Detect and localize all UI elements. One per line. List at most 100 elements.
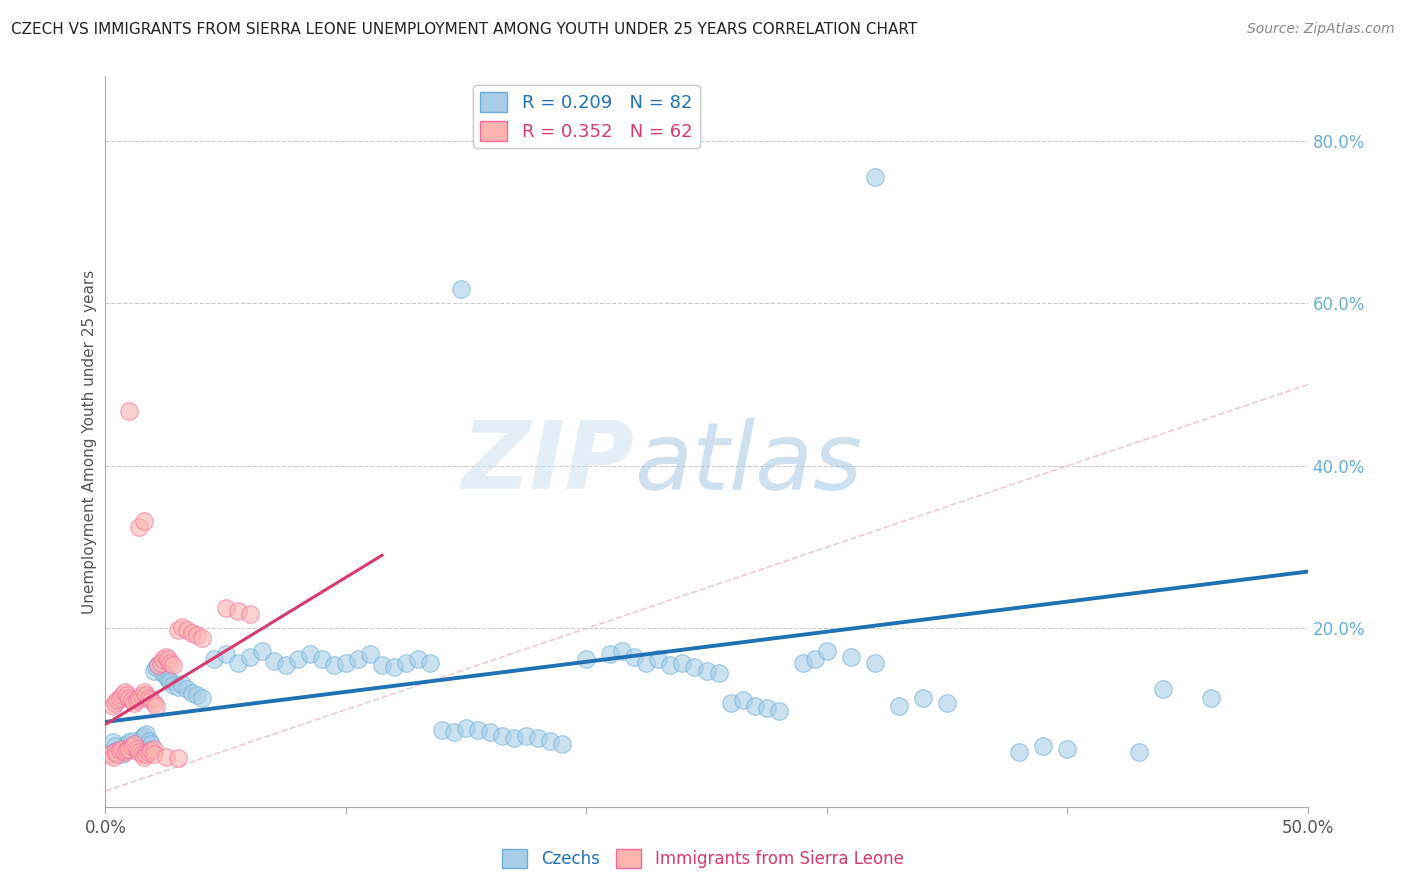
Point xyxy=(114,741,136,756)
Point xyxy=(298,648,321,662)
Point xyxy=(612,644,634,658)
Point xyxy=(744,698,766,713)
Point xyxy=(599,648,621,662)
Point xyxy=(166,680,188,694)
Point xyxy=(287,652,309,666)
Point xyxy=(142,747,165,762)
Point xyxy=(186,688,208,702)
Point xyxy=(131,688,153,702)
Point xyxy=(181,686,204,700)
Point xyxy=(322,658,344,673)
Point xyxy=(792,656,814,670)
Point xyxy=(121,693,143,707)
Point xyxy=(107,693,129,707)
Point xyxy=(108,743,131,757)
Point xyxy=(152,652,174,666)
Point xyxy=(1201,690,1223,705)
Point xyxy=(145,698,167,713)
Point xyxy=(479,725,502,739)
Point xyxy=(145,660,167,674)
Point xyxy=(111,741,134,756)
Point xyxy=(1128,745,1150,759)
Point xyxy=(202,652,225,666)
Point xyxy=(149,656,172,670)
Point xyxy=(142,664,165,678)
Point xyxy=(250,644,273,658)
Point xyxy=(176,682,198,697)
Point xyxy=(450,282,472,296)
Point xyxy=(111,688,134,702)
Point xyxy=(1056,741,1078,756)
Legend: Czechs, Immigrants from Sierra Leone: Czechs, Immigrants from Sierra Leone xyxy=(496,843,910,875)
Point xyxy=(172,677,194,691)
Point xyxy=(124,739,146,754)
Point xyxy=(156,652,179,666)
Point xyxy=(443,725,465,739)
Point xyxy=(104,696,127,710)
Point xyxy=(142,696,165,710)
Point xyxy=(115,743,138,757)
Point xyxy=(125,693,148,707)
Y-axis label: Unemployment Among Youth under 25 years: Unemployment Among Youth under 25 years xyxy=(82,269,97,614)
Point xyxy=(139,737,162,751)
Point xyxy=(683,660,706,674)
Point xyxy=(152,666,174,681)
Point xyxy=(671,656,693,670)
Point xyxy=(149,656,172,670)
Point xyxy=(226,656,249,670)
Point xyxy=(887,698,910,713)
Point xyxy=(128,741,150,756)
Point xyxy=(1032,739,1054,754)
Point xyxy=(647,652,669,666)
Point xyxy=(128,745,150,759)
Point xyxy=(108,690,131,705)
Point xyxy=(190,631,212,645)
Point xyxy=(239,607,262,621)
Point xyxy=(115,688,138,702)
Point xyxy=(190,690,212,705)
Point xyxy=(454,721,477,735)
Point xyxy=(132,685,155,699)
Point xyxy=(132,750,155,764)
Point xyxy=(720,696,742,710)
Point xyxy=(156,672,179,686)
Point xyxy=(731,693,754,707)
Point xyxy=(755,701,778,715)
Legend: R = 0.209   N = 82, R = 0.352   N = 62: R = 0.209 N = 82, R = 0.352 N = 62 xyxy=(472,85,700,148)
Point xyxy=(121,739,143,754)
Point xyxy=(124,737,146,751)
Point xyxy=(118,690,141,705)
Point xyxy=(128,690,150,705)
Text: ZIP: ZIP xyxy=(461,417,634,509)
Text: CZECH VS IMMIGRANTS FROM SIERRA LEONE UNEMPLOYMENT AMONG YOUTH UNDER 25 YEARS CO: CZECH VS IMMIGRANTS FROM SIERRA LEONE UN… xyxy=(11,22,918,37)
Point xyxy=(159,674,181,689)
Text: atlas: atlas xyxy=(634,418,863,509)
Point xyxy=(382,660,405,674)
Point xyxy=(142,741,165,756)
Point xyxy=(155,750,177,764)
Point xyxy=(108,745,131,759)
Point xyxy=(162,658,184,673)
Point xyxy=(101,735,124,749)
Point xyxy=(139,693,162,707)
Point xyxy=(406,652,429,666)
Point xyxy=(863,170,886,185)
Point xyxy=(155,668,177,682)
Point xyxy=(107,743,129,757)
Point xyxy=(768,704,790,718)
Point xyxy=(659,658,682,673)
Point xyxy=(311,652,333,666)
Point xyxy=(131,747,153,762)
Point xyxy=(111,747,134,762)
Point xyxy=(527,731,550,746)
Point xyxy=(155,649,177,664)
Point xyxy=(98,747,121,762)
Point xyxy=(159,656,181,670)
Point xyxy=(575,652,598,666)
Point xyxy=(135,688,157,702)
Point xyxy=(371,658,394,673)
Point xyxy=(172,620,194,634)
Point xyxy=(132,729,155,743)
Point xyxy=(125,741,148,756)
Point xyxy=(214,648,236,662)
